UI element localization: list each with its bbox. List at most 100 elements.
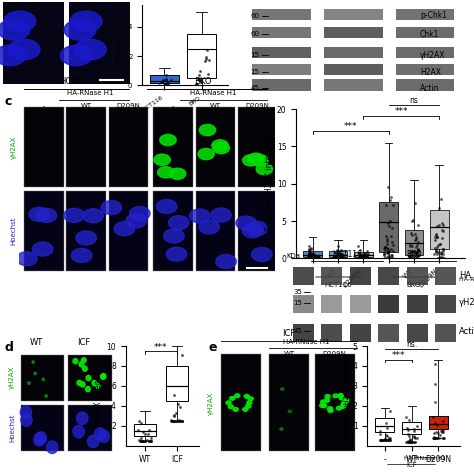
Point (333, 254, 340, 262)
Point (437, 253, 444, 261)
Circle shape (21, 414, 32, 426)
Point (430, 433, 438, 440)
Point (437, 428, 445, 435)
Text: HA-RNase H1: HA-RNase H1 (67, 90, 114, 96)
Circle shape (164, 229, 184, 243)
Point (432, 246, 440, 254)
Text: 45: 45 (294, 328, 302, 334)
Point (411, 236, 419, 244)
Point (339, 251, 346, 259)
Point (308, 253, 315, 261)
Circle shape (338, 393, 343, 397)
Point (178, 417, 186, 425)
Circle shape (328, 409, 333, 412)
Point (164, 82, 172, 89)
Point (160, 81, 167, 89)
Point (171, 417, 178, 425)
Point (411, 200, 419, 207)
Point (433, 434, 441, 441)
Point (146, 437, 154, 445)
Circle shape (226, 401, 231, 405)
Point (356, 251, 364, 258)
Circle shape (64, 19, 96, 40)
Circle shape (77, 380, 82, 385)
Circle shape (29, 207, 49, 221)
Point (440, 245, 447, 253)
Text: c: c (5, 95, 12, 108)
Circle shape (4, 11, 36, 32)
Point (310, 253, 318, 260)
Point (137, 437, 144, 445)
Point (306, 249, 314, 256)
Point (170, 411, 177, 419)
Bar (292, 267, 314, 285)
Text: 60: 60 (251, 12, 260, 18)
Point (432, 231, 440, 238)
Bar (435, 267, 456, 285)
Point (438, 427, 446, 434)
Point (406, 248, 414, 255)
Text: Chk1: Chk1 (420, 30, 439, 39)
Point (357, 254, 365, 262)
Point (384, 250, 392, 257)
Point (333, 253, 340, 261)
Text: 15: 15 (293, 300, 302, 306)
Point (380, 249, 388, 257)
Point (406, 436, 414, 443)
Point (387, 251, 395, 259)
Point (388, 254, 395, 262)
Point (147, 435, 155, 442)
Text: D209N: D209N (117, 103, 140, 109)
Point (414, 245, 422, 252)
Point (384, 183, 392, 191)
Point (314, 254, 321, 261)
Point (329, 255, 337, 262)
Point (406, 438, 413, 446)
Text: Actin: Actin (459, 327, 474, 336)
Y-axis label: Relative γH2AX intensity: Relative γH2AX intensity (265, 136, 274, 231)
Point (404, 437, 412, 444)
Point (356, 254, 364, 262)
Text: ***: *** (392, 351, 405, 360)
Point (437, 254, 445, 261)
Circle shape (319, 404, 325, 407)
Point (332, 251, 340, 258)
Point (383, 240, 391, 248)
Point (360, 253, 368, 260)
Point (437, 195, 445, 203)
Point (168, 417, 176, 425)
Circle shape (342, 401, 347, 405)
Point (382, 432, 390, 439)
Text: HA-RNase H1: HA-RNase H1 (404, 456, 446, 462)
Bar (321, 295, 342, 313)
Circle shape (190, 209, 210, 223)
Point (383, 250, 391, 257)
Point (137, 434, 145, 442)
Circle shape (243, 155, 259, 166)
Circle shape (35, 432, 46, 444)
Point (159, 76, 166, 84)
Point (310, 252, 318, 259)
Point (431, 380, 439, 388)
Bar (435, 295, 456, 313)
Point (440, 221, 447, 229)
Point (146, 426, 153, 434)
Point (312, 254, 320, 262)
Point (406, 242, 414, 250)
Text: γH2AX: γH2AX (459, 299, 474, 307)
Point (196, 76, 204, 84)
Point (434, 429, 442, 437)
Point (405, 253, 413, 260)
Point (388, 193, 395, 201)
Point (205, 56, 212, 64)
Point (384, 253, 392, 261)
Text: HCT116: HCT116 (59, 76, 92, 85)
Point (306, 255, 313, 262)
Text: ***: *** (394, 107, 408, 116)
Point (310, 251, 318, 259)
Point (385, 223, 392, 230)
Circle shape (228, 405, 233, 409)
Point (438, 234, 446, 242)
Point (201, 57, 209, 65)
Point (432, 428, 439, 436)
